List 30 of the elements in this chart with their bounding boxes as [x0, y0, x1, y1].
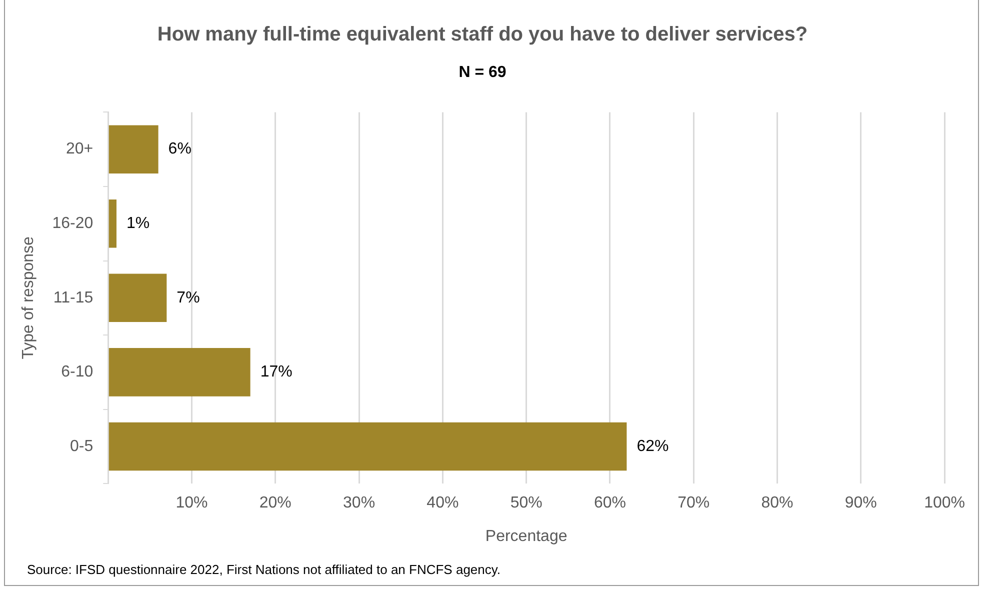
x-axis-title: Percentage: [485, 528, 568, 545]
data-label: 62%: [636, 438, 669, 455]
y-axis-title: Type of response: [20, 236, 38, 360]
x-tick-label: 40%: [426, 494, 459, 512]
x-tick-label: 80%: [761, 494, 794, 512]
chart-title: How many full-time equivalent staff do you have to deliver services?: [157, 24, 808, 46]
y-tick-label: 20+: [66, 140, 94, 158]
bar: [108, 422, 627, 471]
data-label: 7%: [176, 289, 200, 306]
bar: [108, 348, 250, 396]
x-tick-label: 60%: [594, 494, 626, 512]
data-label: 17%: [260, 364, 292, 381]
data-label: 1%: [126, 215, 150, 232]
y-tick-label: 6-10: [61, 364, 94, 381]
y-tick-label: 0-5: [70, 438, 94, 455]
data-label: 6%: [168, 140, 192, 158]
source-note: Source: IFSD questionnaire 2022, First Nations not affiliated to an FNCFS agency.: [27, 562, 501, 577]
chart-subtitle: N = 69: [458, 64, 506, 82]
bar: [108, 274, 167, 322]
x-tick-label: 70%: [678, 494, 710, 512]
x-tick-label: 30%: [343, 494, 376, 512]
y-tick-label: 16-20: [52, 215, 94, 232]
x-tick-label: 90%: [844, 494, 877, 512]
x-tick-label: 20%: [259, 494, 292, 512]
x-tick-label: 10%: [176, 494, 208, 512]
bar: [108, 125, 158, 174]
x-tick-label: 50%: [510, 494, 542, 512]
bar: [108, 199, 116, 248]
x-tick-label: 100%: [924, 494, 965, 512]
y-tick-label: 11-15: [53, 289, 94, 306]
